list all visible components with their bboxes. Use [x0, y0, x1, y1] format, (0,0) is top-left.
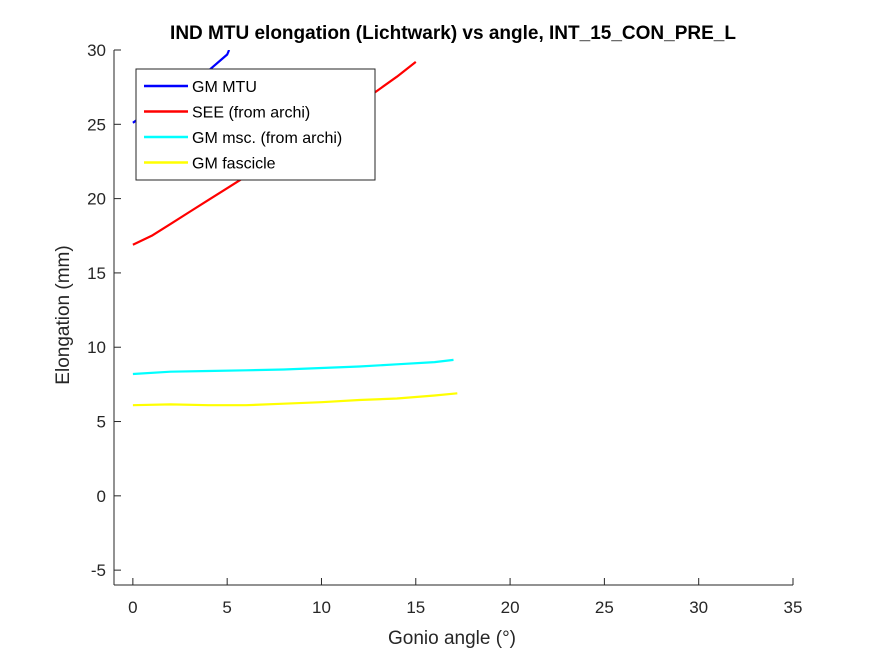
legend-entry: GM fascicle — [192, 156, 276, 173]
y-tick-label: 20 — [87, 190, 106, 209]
x-tick-label: 30 — [689, 598, 708, 617]
x-tick-label: 0 — [128, 598, 137, 617]
y-tick-label: -5 — [91, 561, 106, 580]
series-line-3 — [132, 358, 454, 376]
y-tick-label: 25 — [87, 115, 106, 134]
legend-entry: GM MTU — [192, 79, 257, 96]
y-tick-label: 30 — [87, 41, 106, 60]
legend-entry: SEE (from archi) — [192, 105, 310, 122]
y-tick-label: 5 — [97, 413, 106, 432]
x-tick-label: 15 — [406, 598, 425, 617]
y-axis-label: Elongation (mm) — [53, 245, 74, 384]
y-tick-label: 10 — [87, 338, 106, 357]
legend: GM MTU SEE (from archi) GM msc. (from arch… — [135, 68, 376, 181]
y-tick-label: 0 — [97, 487, 106, 506]
legend-entry: GM msc. (from archi) — [192, 130, 342, 147]
series-line-4 — [132, 392, 458, 407]
y-tick-label: 15 — [87, 264, 106, 283]
x-tick-label: 35 — [784, 598, 803, 617]
x-tick-label: 5 — [222, 598, 231, 617]
x-tick-label: 10 — [312, 598, 331, 617]
x-axis-label: Gonio angle (°) — [388, 628, 516, 649]
x-tick-label: 25 — [595, 598, 614, 617]
x-tick-label: 20 — [501, 598, 520, 617]
chart-title: IND MTU elongation (Lichtwark) vs angle,… — [170, 23, 736, 44]
